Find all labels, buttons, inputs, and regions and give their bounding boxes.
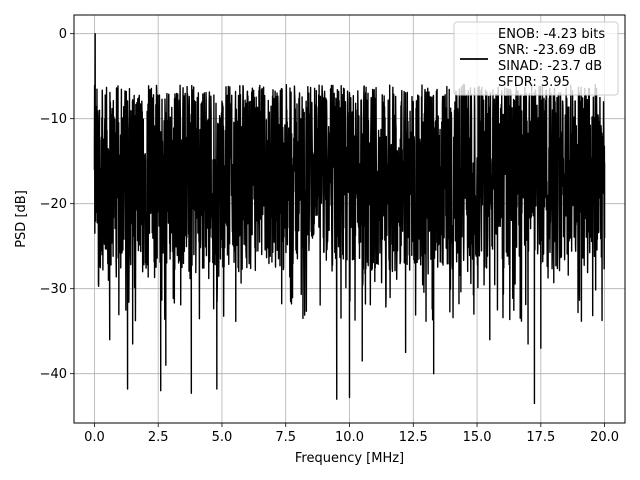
x-tick-label: 15.0 [463, 430, 492, 445]
y-axis-label: PSD [dB] [14, 190, 29, 248]
x-tick-label: 12.5 [399, 430, 428, 445]
y-tick-label: −10 [40, 112, 67, 127]
y-tick-label: −40 [40, 367, 67, 382]
legend-entry-text: SFDR: 3.95 [498, 75, 570, 90]
legend-entry-text: SNR: -23.69 dB [498, 43, 596, 58]
x-tick-label: 10.0 [335, 430, 364, 445]
data-layer [93, 33, 606, 405]
ticks: 0.0 2.5 5.0 7.5 10.0 12.5 15.0 17.5 20.0 0 −10 −20 −… [40, 27, 620, 445]
x-tick-label: 20.0 [590, 430, 619, 445]
y-tick-label: −30 [40, 282, 67, 297]
legend-entry-text: SINAD: -23.7 dB [498, 59, 602, 74]
x-tick-label: 0.0 [84, 430, 105, 445]
x-tick-label: 5.0 [212, 430, 233, 445]
x-tick-label: 17.5 [526, 430, 555, 445]
x-axis-label: Frequency [MHz] [295, 451, 404, 466]
legend-box [453, 21, 619, 96]
y-tick-label: −20 [40, 197, 67, 212]
legend-entry-text: ENOB: -4.23 bits [498, 27, 605, 42]
x-tick-label: 2.5 [148, 430, 169, 445]
psd-series-line [93, 33, 606, 405]
y-tick-label: 0 [59, 27, 67, 42]
x-tick-label: 7.5 [275, 430, 296, 445]
